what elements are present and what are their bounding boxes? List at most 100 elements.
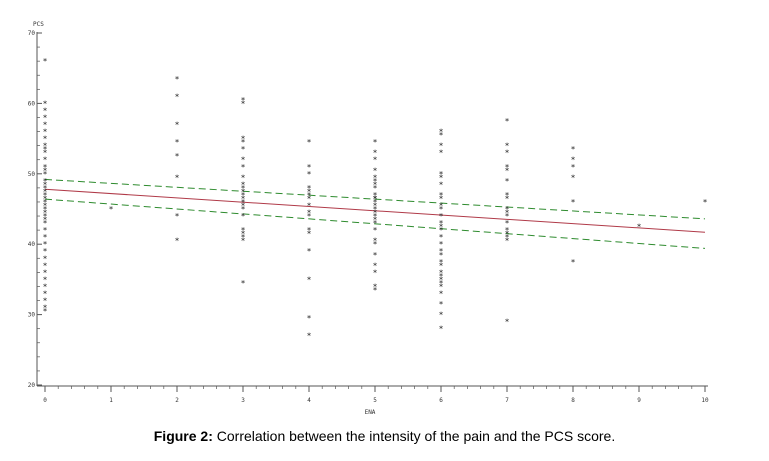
x-tick-label: 2	[175, 397, 179, 404]
data-point: *	[43, 216, 48, 225]
data-point: *	[43, 212, 48, 221]
data-point: *	[43, 261, 48, 270]
data-point: *	[505, 205, 510, 214]
data-point: *	[307, 191, 312, 200]
data-point: *	[43, 304, 48, 313]
data-point: *	[241, 201, 246, 210]
data-point: *	[241, 187, 246, 196]
data-point: *	[175, 173, 180, 182]
data-point: *	[175, 121, 180, 130]
data-point: *	[175, 152, 180, 161]
data-point: *	[43, 209, 48, 218]
data-point: *	[439, 233, 444, 242]
x-tick-label: 1	[109, 397, 113, 404]
data-point: *	[307, 184, 312, 193]
data-point: *	[241, 145, 246, 154]
data-point: *	[439, 223, 444, 232]
data-point: *	[373, 138, 378, 147]
data-point: *	[373, 205, 378, 214]
data-point: *	[241, 99, 246, 108]
data-point: *	[307, 275, 312, 284]
data-point: *	[373, 173, 378, 182]
data-point: *	[439, 194, 444, 203]
data-point: *	[43, 177, 48, 186]
figure-caption: Figure 2: Correlation between the intens…	[0, 428, 769, 444]
data-point: *	[505, 237, 510, 246]
data-point: *	[505, 209, 510, 218]
data-point: *	[439, 149, 444, 158]
plot-frame	[36, 32, 708, 387]
data-point: *	[373, 177, 378, 186]
data-point: *	[439, 258, 444, 267]
data-point: *	[241, 198, 246, 207]
data-point: *	[439, 325, 444, 334]
data-point: *	[307, 230, 312, 239]
data-point: *	[439, 289, 444, 298]
data-point: *	[439, 279, 444, 288]
data-point: *	[373, 149, 378, 158]
data-point: *	[43, 268, 48, 277]
data-point: *	[505, 318, 510, 327]
data-point: *	[241, 279, 246, 288]
data-point: *	[175, 138, 180, 147]
data-point: *	[505, 230, 510, 239]
regression-fit	[44, 188, 706, 233]
data-point: *	[439, 128, 444, 137]
data-point: *	[43, 198, 48, 207]
data-point: *	[175, 212, 180, 221]
figure-caption-label: Figure 2:	[153, 428, 213, 444]
data-point: *	[43, 163, 48, 172]
data-point: *	[43, 254, 48, 263]
data-point: *	[373, 209, 378, 218]
data-point: *	[571, 156, 576, 165]
data-point: *	[439, 240, 444, 249]
data-point: *	[571, 173, 576, 182]
data-point: *	[505, 194, 510, 203]
y-tick-label: 50	[28, 171, 36, 178]
data-point: *	[109, 205, 114, 214]
data-point: *	[43, 297, 48, 306]
data-point: *	[307, 212, 312, 221]
data-point: *	[439, 142, 444, 151]
data-point: *	[571, 163, 576, 172]
data-point: *	[241, 230, 246, 239]
data-point: *	[175, 75, 180, 84]
y-axis-label: PCS	[33, 21, 44, 28]
data-point: *	[241, 180, 246, 189]
data-point: *	[571, 145, 576, 154]
data-point: *	[373, 237, 378, 246]
data-point: *	[241, 237, 246, 246]
data-point: *	[373, 282, 378, 291]
data-point: *	[307, 170, 312, 179]
data-point: *	[571, 198, 576, 207]
data-point: *	[307, 194, 312, 203]
data-point: *	[307, 247, 312, 256]
data-point: *	[439, 282, 444, 291]
data-point: *	[505, 219, 510, 228]
x-axis-label: ENA	[365, 409, 376, 416]
data-point: *	[43, 226, 48, 235]
data-point: *	[43, 307, 48, 316]
data-point: *	[439, 272, 444, 281]
data-point: *	[43, 282, 48, 291]
data-point: *	[439, 173, 444, 182]
data-point: *	[373, 166, 378, 175]
data-point: *	[307, 138, 312, 147]
data-point: *	[175, 237, 180, 246]
data-point: *	[439, 251, 444, 260]
data-point: *	[43, 219, 48, 228]
data-point: *	[241, 233, 246, 242]
data-point: *	[373, 286, 378, 295]
data-point: *	[373, 212, 378, 221]
data-point: *	[307, 226, 312, 235]
data-point: *	[373, 184, 378, 193]
data-point: *	[373, 198, 378, 207]
data-point: *	[241, 138, 246, 147]
data-point: *	[439, 205, 444, 214]
data-point: *	[241, 194, 246, 203]
data-point: *	[43, 233, 48, 242]
data-point: *	[373, 268, 378, 277]
data-point: *	[439, 247, 444, 256]
data-point: *	[373, 156, 378, 165]
data-point: *	[241, 156, 246, 165]
